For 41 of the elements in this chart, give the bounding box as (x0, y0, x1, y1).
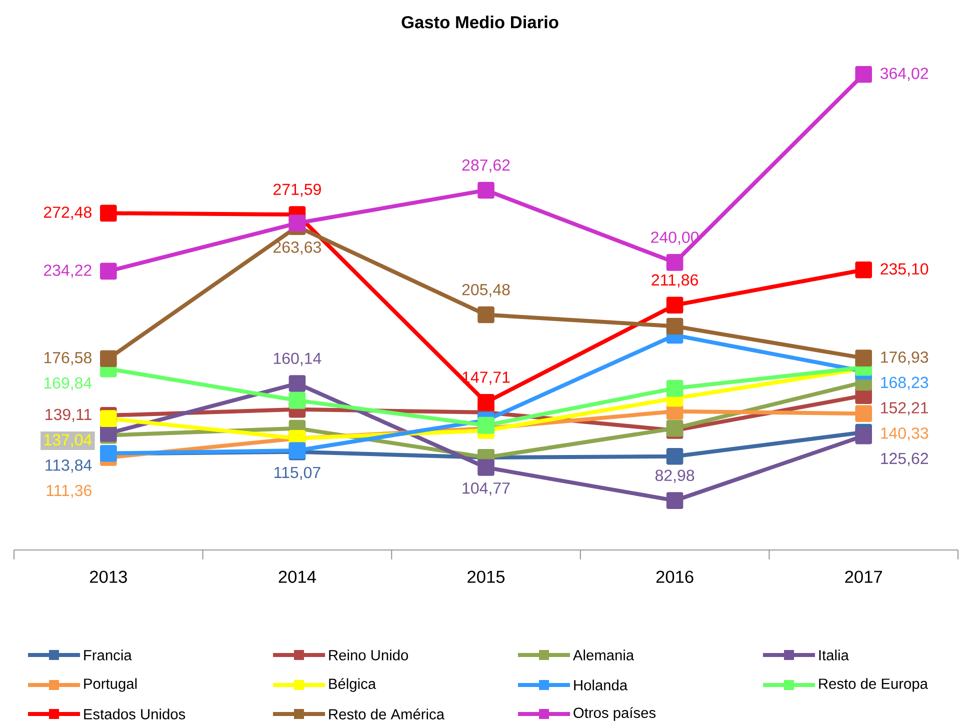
legend-label: Resto de Europa (819, 678, 928, 692)
data-label: 160,14 (274, 352, 322, 366)
data-label: 176,58 (44, 352, 92, 366)
data-label: 211,86 (652, 274, 698, 288)
data-label: 168,23 (881, 376, 928, 390)
chart-title: Gasto Medio Diario (402, 16, 558, 28)
legend-label: Francia (84, 650, 132, 660)
legend-label: Alemania (572, 650, 634, 660)
data-label: 82,98 (655, 470, 694, 483)
legend-label: Italia (819, 650, 849, 660)
data-label: 271,59 (274, 184, 321, 197)
legend-label: Resto de América (329, 708, 444, 720)
legend-label: Reino Unido (329, 650, 408, 660)
data-label: 140,33 (881, 427, 928, 441)
legend-label: Estados Unidos (84, 708, 186, 720)
x-tick-label: 2015 (468, 570, 505, 583)
legend-label: Portugal (84, 678, 137, 692)
data-label: 139,11 (46, 408, 92, 422)
legend-label: Bélgica (329, 678, 376, 692)
data-label: 205,48 (462, 284, 510, 298)
x-tick-label: 2013 (90, 570, 127, 583)
legend-label: Otros países (574, 707, 656, 721)
data-label: 176,93 (881, 351, 928, 365)
data-label: 234,22 (44, 264, 92, 278)
data-label: 152,21 (881, 402, 928, 416)
legend-label: Holanda (574, 680, 628, 690)
data-label: 263,63 (274, 242, 321, 255)
data-label: 364,02 (880, 68, 928, 81)
x-tick-label: 2017 (845, 570, 882, 583)
data-label: 115,07 (274, 466, 320, 480)
data-label: 111,36 (46, 484, 92, 498)
data-label: 137,04 (44, 434, 92, 448)
data-label: 104,77 (462, 482, 510, 496)
data-label: 113,84 (46, 459, 92, 473)
data-label: 169,84 (44, 377, 92, 391)
data-label: 235,10 (880, 263, 928, 276)
data-label: 272,48 (44, 206, 92, 220)
x-tick-label: 2014 (278, 570, 316, 583)
data-label: 125,62 (881, 452, 928, 466)
x-tick-label: 2016 (656, 570, 694, 583)
data-label: 287,62 (462, 159, 510, 173)
